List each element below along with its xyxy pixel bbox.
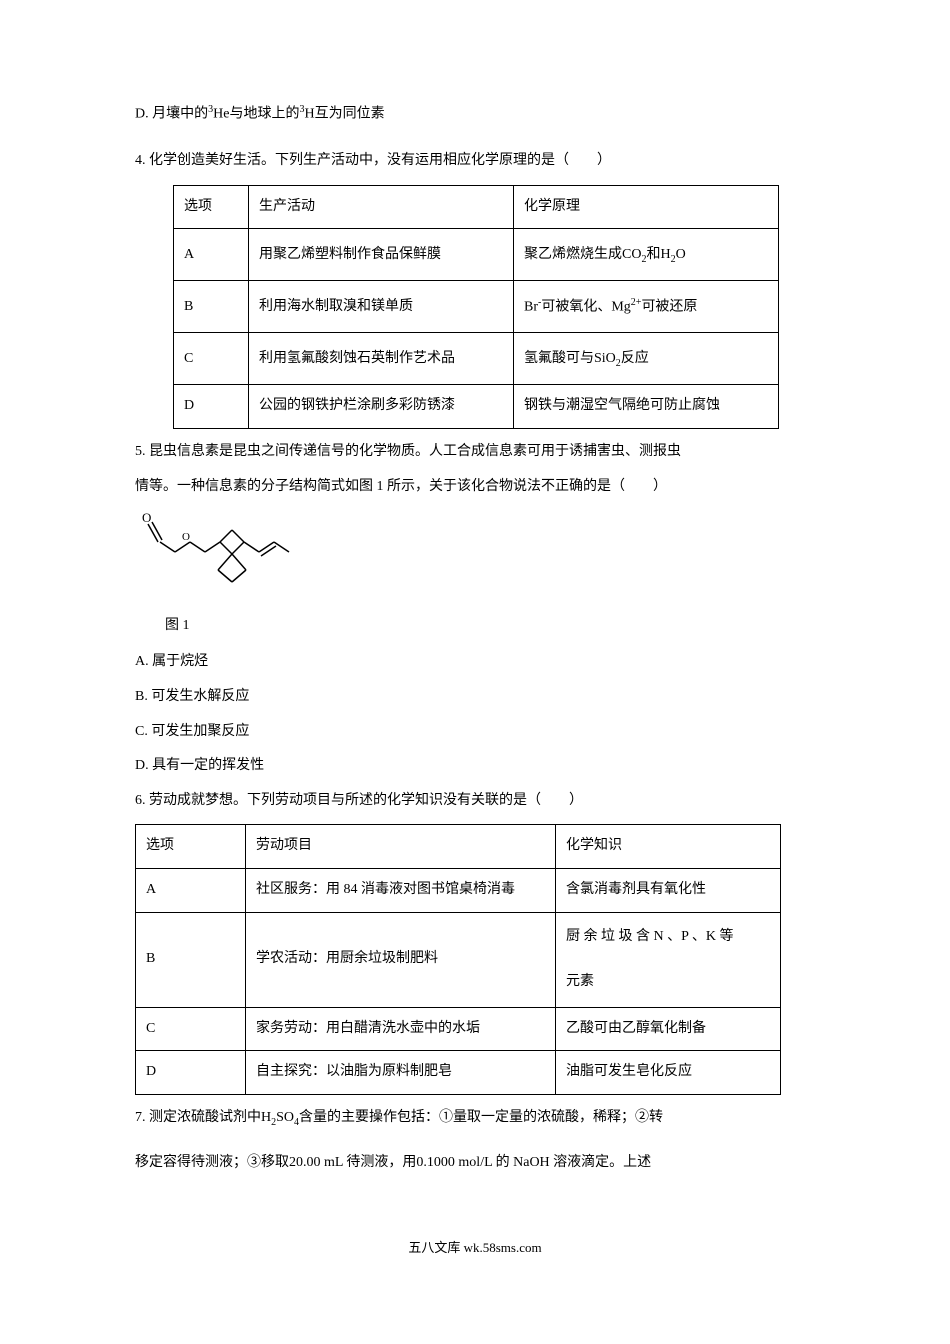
svg-text:O: O [182, 531, 190, 543]
question-7-line2: 移定容得待测液；③移取20.00 mL 待测液，用0.1000 mol/L 的 … [135, 1150, 815, 1177]
cell-knowledge: 乙酸可由乙醇氧化制备 [556, 1007, 781, 1051]
table-header: 选项 劳动项目 化学知识 [136, 825, 781, 869]
page-footer: 五八文库 wk.58sms.com [135, 1236, 815, 1261]
oxygen-label: O [142, 510, 151, 525]
option-a-q5: A. 属于烷烃 [135, 649, 815, 676]
table-row: B 利用海水制取溴和镁单质 Br-可被氧化、Mg2+可被还原 [174, 281, 779, 333]
option-b-q5: B. 可发生水解反应 [135, 684, 815, 711]
cell-opt: A [174, 229, 249, 281]
cell-principle: 聚乙烯燃烧生成CO2和H2O [514, 229, 779, 281]
th-principle: 化学原理 [514, 185, 779, 229]
table-row: B 学农活动：用厨余垃圾制肥料 厨 余 垃 圾 含 N 、P 、K 等 元素 [136, 912, 781, 1007]
question-6: 6. 劳动成就梦想。下列劳动项目与所述的化学知识没有关联的是（ ） [135, 788, 815, 815]
cell-knowledge: 含氯消毒剂具有氧化性 [556, 868, 781, 912]
cell-knowledge: 厨 余 垃 圾 含 N 、P 、K 等 元素 [556, 912, 781, 1007]
cell-activity: 家务劳动：用白醋清洗水壶中的水垢 [246, 1007, 556, 1051]
cell-principle: 氢氟酸可与SiO2反应 [514, 333, 779, 385]
cell-opt: D [174, 385, 249, 429]
table-row: D 自主探究：以油脂为原料制肥皂 油脂可发生皂化反应 [136, 1051, 781, 1095]
cell-opt: B [174, 281, 249, 333]
cell-activity: 利用氢氟酸刻蚀石英制作艺术品 [249, 333, 514, 385]
th-option: 选项 [136, 825, 246, 869]
cell-opt: B [136, 912, 246, 1007]
cell-knowledge: 油脂可发生皂化反应 [556, 1051, 781, 1095]
table-row: C 利用氢氟酸刻蚀石英制作艺术品 氢氟酸可与SiO2反应 [174, 333, 779, 385]
cell-principle: Br-可被氧化、Mg2+可被还原 [514, 281, 779, 333]
cell-opt: D [136, 1051, 246, 1095]
cell-opt: C [136, 1007, 246, 1051]
cell-opt: C [174, 333, 249, 385]
figure-1-caption: 图 1 [165, 613, 815, 640]
cell-principle: 钢铁与潮湿空气隔绝可防止腐蚀 [514, 385, 779, 429]
table-row: A 社区服务：用 84 消毒液对图书馆桌椅消毒 含氯消毒剂具有氧化性 [136, 868, 781, 912]
cell-activity: 社区服务：用 84 消毒液对图书馆桌椅消毒 [246, 868, 556, 912]
table-header: 选项 生产活动 化学原理 [174, 185, 779, 229]
cell-opt: A [136, 868, 246, 912]
table-row: C 家务劳动：用白醋清洗水壶中的水垢 乙酸可由乙醇氧化制备 [136, 1007, 781, 1051]
table-q4: 选项 生产活动 化学原理 A 用聚乙烯塑料制作食品保鲜膜 聚乙烯燃烧生成CO2和… [173, 185, 779, 429]
cell-activity: 自主探究：以油脂为原料制肥皂 [246, 1051, 556, 1095]
th-knowledge: 化学知识 [556, 825, 781, 869]
option-c-q5: C. 可发生加聚反应 [135, 719, 815, 746]
cell-activity: 用聚乙烯塑料制作食品保鲜膜 [249, 229, 514, 281]
cell-activity: 公园的钢铁护栏涂刷多彩防锈漆 [249, 385, 514, 429]
figure-1: O O 图 1 [140, 510, 815, 639]
table-q6: 选项 劳动项目 化学知识 A 社区服务：用 84 消毒液对图书馆桌椅消毒 含氯消… [135, 824, 781, 1094]
question-5-line2: 情等。一种信息素的分子结构简式如图 1 所示，关于该化合物说法不正确的是（ ） [135, 474, 815, 501]
option-d-q5: D. 具有一定的挥发性 [135, 753, 815, 780]
table-row: A 用聚乙烯塑料制作食品保鲜膜 聚乙烯燃烧生成CO2和H2O [174, 229, 779, 281]
table-row: D 公园的钢铁护栏涂刷多彩防锈漆 钢铁与潮湿空气隔绝可防止腐蚀 [174, 385, 779, 429]
option-d-q3: D. 月壤中的3He与地球上的3H互为同位素 [135, 100, 815, 128]
question-7-line1: 7. 测定浓硫酸试剂中H2SO4含量的主要操作包括：①量取一定量的浓硫酸，稀释；… [135, 1105, 815, 1132]
th-activity: 劳动项目 [246, 825, 556, 869]
question-5-line1: 5. 昆虫信息素是昆虫之间传递信号的化学物质。人工合成信息素可用于诱捕害虫、测报… [135, 439, 815, 466]
th-option: 选项 [174, 185, 249, 229]
cell-activity: 学农活动：用厨余垃圾制肥料 [246, 912, 556, 1007]
cell-activity: 利用海水制取溴和镁单质 [249, 281, 514, 333]
molecule-structure-icon: O O [140, 510, 300, 600]
question-4: 4. 化学创造美好生活。下列生产活动中，没有运用相应化学原理的是（ ） [135, 148, 815, 175]
th-activity: 生产活动 [249, 185, 514, 229]
